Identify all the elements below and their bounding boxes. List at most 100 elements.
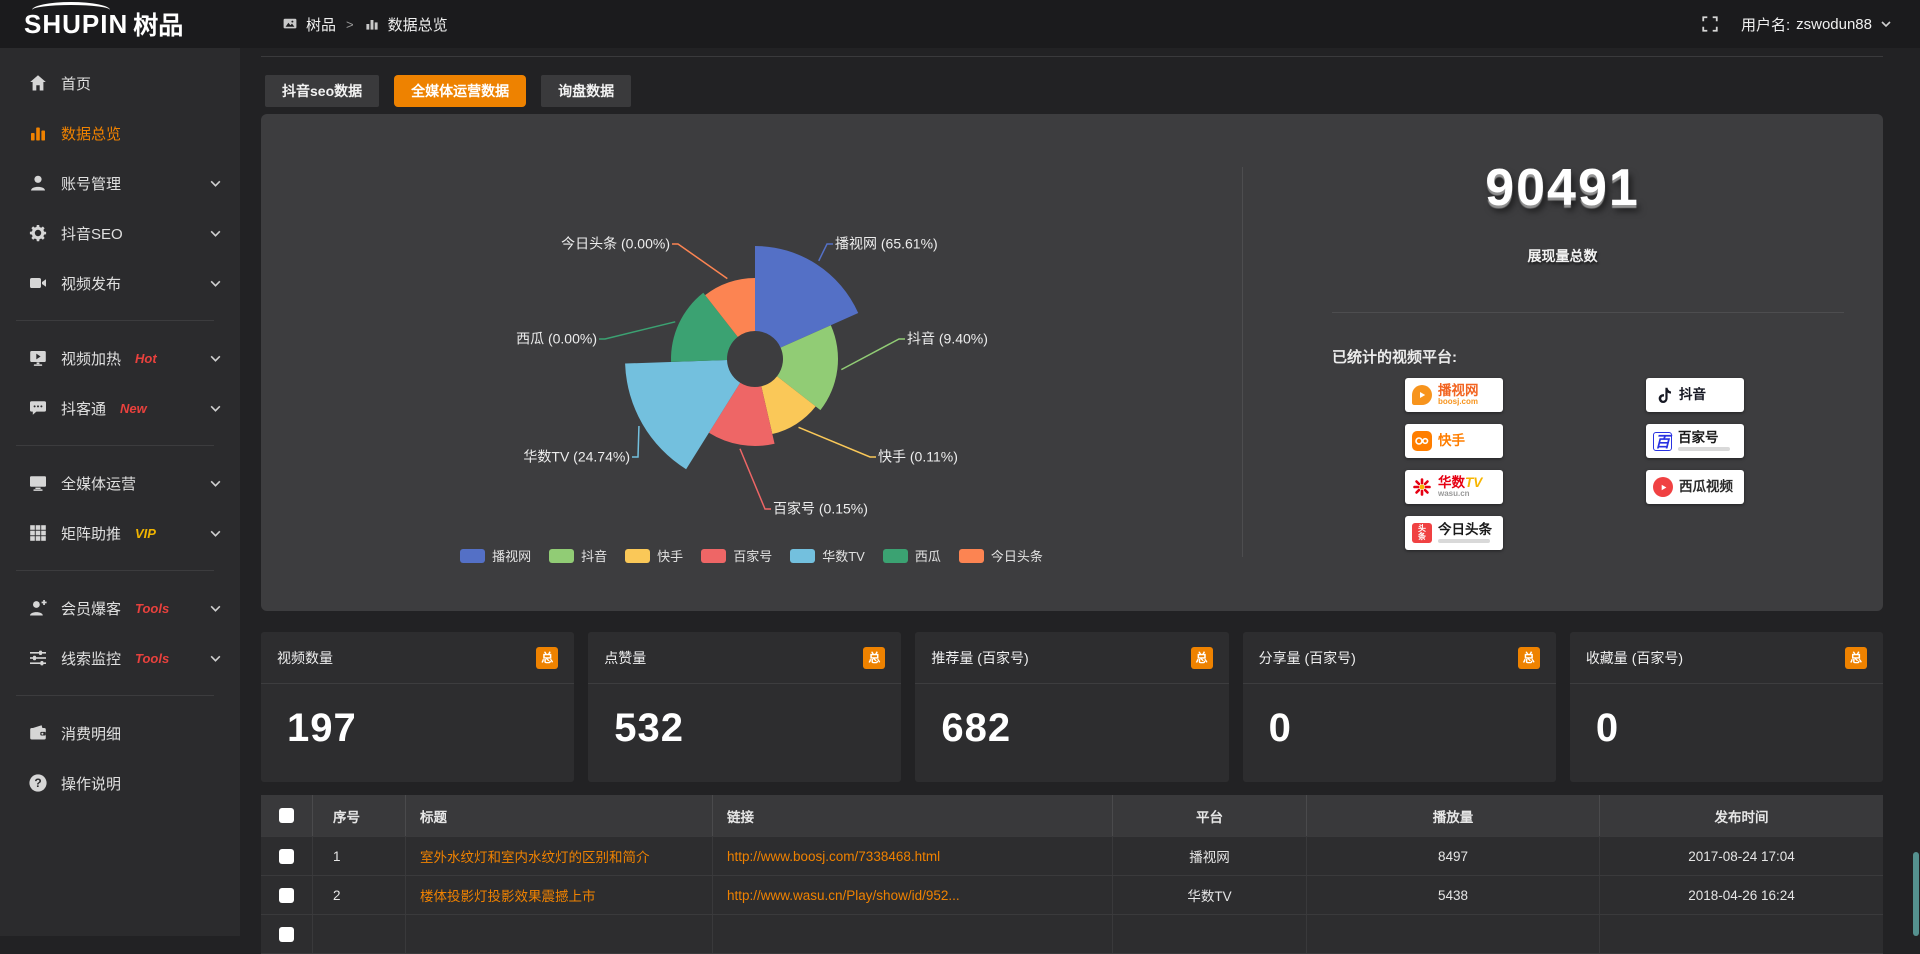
sidebar-item-线索监控[interactable]: 线索监控 Tools [0, 633, 240, 683]
pie-slice-快手[interactable] [761, 376, 816, 435]
tab-全媒体运营数据[interactable]: 全媒体运营数据 [394, 75, 527, 107]
legend-item-播视网[interactable]: 播视网 [460, 546, 531, 565]
table-header-row: 序号 标题 链接 平台 播放量 发布时间 [261, 795, 1883, 837]
cell-title[interactable] [406, 915, 713, 953]
platform-sub: boosj.com [1438, 396, 1479, 406]
sidebar-item-数据总览[interactable]: 数据总览 [0, 108, 240, 158]
cell-link[interactable] [713, 915, 1113, 953]
sidebar-item-label: 会员爆客 [61, 600, 122, 618]
pie-slice-抖音[interactable] [777, 325, 838, 411]
panel-vertical-divider [1242, 167, 1243, 557]
breadcrumb: 树品 > 数据总览 [282, 14, 448, 35]
cell-plays: 8497 [1307, 837, 1600, 875]
sidebar-item-首页[interactable]: 首页 [0, 58, 240, 108]
sidebar-item-消费明细[interactable]: 消费明细 [0, 708, 240, 758]
sidebar-item-label: 视频发布 [61, 275, 122, 293]
videos-table: 序号 标题 链接 平台 播放量 发布时间 1 室外水纹灯和室内水纹灯的区别和简介 http://… [261, 795, 1883, 954]
sidebar-item-label: 数据总览 [61, 125, 122, 143]
fullscreen-icon[interactable] [1701, 15, 1719, 33]
chevron-down-icon [209, 477, 222, 490]
pie-slice-百家号[interactable] [708, 382, 775, 446]
platform-badges-left: 播视网 boosj.com 快手 华数TV wasu.cn 头条今日头条 [1405, 378, 1503, 550]
pie-label-line-播视网 [818, 243, 833, 262]
pie-slice-华数TV[interactable] [625, 359, 741, 470]
legend-label: 西瓜 [914, 549, 941, 564]
topbar: SHUPIN 树品 树品 > 数据总览 用户名: zswodun88 [0, 0, 1920, 48]
cell-time: 2017-08-24 17:04 [1688, 848, 1795, 864]
legend-item-抖音[interactable]: 抖音 [549, 546, 607, 565]
wallet-icon [28, 723, 48, 743]
stat-card-title: 点赞量 [604, 649, 647, 666]
sidebar-item-label: 首页 [61, 75, 92, 93]
sliders-icon [28, 648, 48, 668]
platform-badge-百家号: 百百家号 [1646, 424, 1744, 458]
platform-badge-text: 抖音 [1679, 387, 1706, 402]
select-all-checkbox[interactable] [279, 808, 294, 823]
content-top-divider [261, 56, 1883, 57]
cell-link[interactable]: http://www.boosj.com/7338468.html [713, 837, 1113, 875]
pie-label-line-西瓜 [599, 321, 676, 340]
total-impressions-value: 90491 [1485, 159, 1640, 217]
desktop-icon [28, 473, 48, 493]
stat-card-title: 分享量 (百家号) [1258, 649, 1356, 666]
breadcrumb-home[interactable]: 树品 [306, 16, 337, 34]
pie-label-华数TV: 华数TV (24.74%) [523, 449, 630, 465]
sidebar-item-视频加热[interactable]: 视频加热 Hot [0, 333, 240, 383]
sidebar-item-全媒体运营[interactable]: 全媒体运营 [0, 458, 240, 508]
pie-label-快手: 快手 (0.11%) [878, 449, 958, 465]
scrollbar-thumb[interactable] [1913, 852, 1919, 936]
stat-card-分享量 (百家号): 分享量 (百家号) 总 0 [1242, 632, 1556, 782]
legend-item-华数TV[interactable]: 华数TV [790, 546, 865, 565]
header-checkbox-cell [261, 795, 313, 836]
sidebar-item-抖音SEO[interactable]: 抖音SEO [0, 208, 240, 258]
user-menu[interactable]: 用户名: zswodun88 [1741, 14, 1892, 35]
pie-slice-西瓜[interactable] [671, 292, 738, 362]
tab-询盘数据[interactable]: 询盘数据 [541, 75, 632, 107]
sidebar-item-操作说明[interactable]: ? 操作说明 [0, 758, 240, 808]
rose-chart-svg[interactable]: 播视网 (65.61%) 抖音 (9.40%) 快手 (0.11%) 百家号 (0.1… [261, 114, 1242, 611]
cell-time [1600, 915, 1883, 953]
baijiahao-logo-icon: 百 [1653, 431, 1672, 451]
sidebar-item-label: 矩阵助推 [61, 525, 122, 543]
stat-card-header: 点赞量 总 [588, 632, 902, 684]
table-row [261, 915, 1883, 954]
pie-slice-播视网[interactable] [755, 246, 859, 348]
pie-label-今日头条: 今日头条 (0.00%) [561, 236, 670, 252]
sidebar-item-label: 抖客通 [61, 400, 107, 418]
sidebar-item-badge: New [120, 400, 147, 416]
sidebar-item-抖客通[interactable]: 抖客通 New [0, 383, 240, 433]
sidebar-item-视频发布[interactable]: 视频发布 [0, 258, 240, 308]
sidebar-item-会员爆客[interactable]: 会员爆客 Tools [0, 583, 240, 633]
legend-item-西瓜[interactable]: 西瓜 [882, 546, 941, 565]
cell-title[interactable]: 楼体投影灯投影效果震撼上市 [406, 876, 713, 914]
legend-item-今日头条[interactable]: 今日头条 [958, 546, 1043, 565]
chevron-down-icon [209, 402, 222, 415]
svg-text:?: ? [34, 776, 41, 790]
row-checkbox[interactable] [279, 926, 294, 942]
cell-platform: 播视网 [1113, 837, 1307, 875]
table-header-序号: 序号 [313, 795, 406, 836]
legend-item-百家号[interactable]: 百家号 [701, 546, 772, 565]
stat-card-header: 推荐量 (百家号) 总 [915, 632, 1229, 684]
pie-label-line-快手 [798, 426, 876, 458]
legend-item-快手[interactable]: 快手 [625, 546, 683, 565]
cell-link[interactable]: http://www.wasu.cn/Play/show/id/952... [713, 876, 1113, 914]
legend-swatch [790, 548, 816, 563]
row-checkbox[interactable] [279, 848, 294, 864]
gear-icon [28, 223, 48, 243]
tab-抖音seo数据[interactable]: 抖音seo数据 [265, 75, 380, 107]
platform-sub: wasu.cn [1438, 488, 1470, 498]
pie-label-抖音: 抖音 (9.40%) [907, 331, 988, 347]
topbar-right: 用户名: zswodun88 [1701, 14, 1892, 35]
stat-card-title: 推荐量 (百家号) [931, 649, 1029, 666]
sidebar-item-矩阵助推[interactable]: 矩阵助推 VIP [0, 508, 240, 558]
sidebar-item-账号管理[interactable]: 账号管理 [0, 158, 240, 208]
pie-slice-今日头条[interactable] [705, 278, 755, 337]
cell-title[interactable]: 室外水纹灯和室内水纹灯的区别和简介 [406, 837, 713, 875]
stat-card-推荐量 (百家号): 推荐量 (百家号) 总 682 [915, 632, 1229, 782]
row-checkbox[interactable] [279, 887, 294, 903]
row-checkbox-cell [261, 837, 313, 875]
chevron-down-icon [209, 602, 222, 615]
pie-label-播视网: 播视网 (65.61%) [835, 236, 938, 252]
stat-card-收藏量 (百家号): 收藏量 (百家号) 总 0 [1569, 632, 1884, 782]
